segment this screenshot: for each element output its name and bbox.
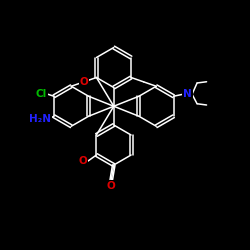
Text: Cl: Cl xyxy=(36,89,47,99)
Text: H₂N: H₂N xyxy=(29,114,51,124)
Text: O: O xyxy=(78,156,87,166)
Text: N: N xyxy=(183,89,192,99)
Text: O: O xyxy=(80,77,88,87)
Text: O: O xyxy=(107,181,116,191)
